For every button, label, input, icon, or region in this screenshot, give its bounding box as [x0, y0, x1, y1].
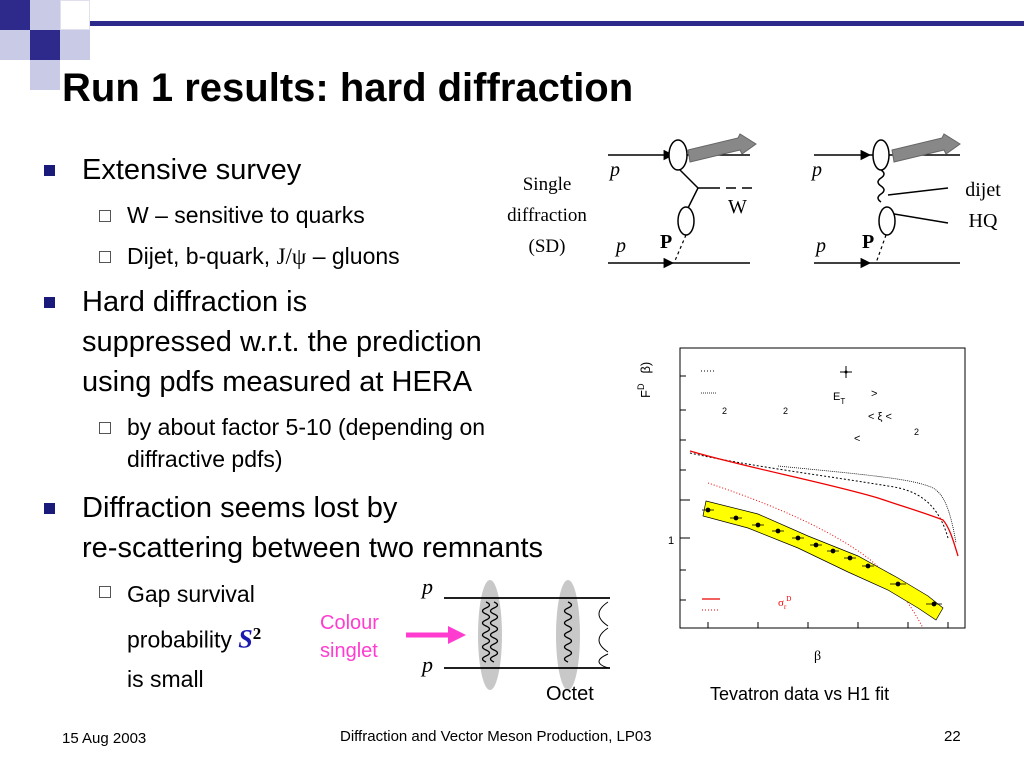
- sub-bullet-w: W – sensitive to quarks: [99, 199, 365, 231]
- svg-text:diffraction: diffraction: [507, 205, 587, 226]
- y-tick-1: 1: [668, 535, 674, 547]
- tevatron-h1-plot: 1 FDβ) 2 2 ET > < ξ < < 2 σrD β: [636, 347, 966, 664]
- w-label: W: [728, 196, 747, 218]
- y-axis-label: FDβ): [636, 362, 653, 398]
- svg-text:Single: Single: [523, 174, 572, 195]
- svg-text:FDβ): FDβ): [636, 362, 653, 398]
- single-diffraction-diagram: p p P W Single diffraction (SD): [507, 133, 757, 269]
- svg-text:2: 2: [914, 427, 919, 437]
- svg-text:p: p: [420, 652, 433, 677]
- sub-bullet-factor: by about factor 5-10 (depending on diffr…: [98, 411, 485, 475]
- svg-text:P: P: [862, 231, 874, 253]
- svg-text:p: p: [420, 574, 433, 599]
- svg-text:>: >: [871, 388, 877, 400]
- svg-text:< ξ <: < ξ <: [868, 411, 892, 423]
- sub-bullet-gap-survival: Gap survival probability S2 is small: [98, 575, 261, 699]
- pomeron-label: P: [660, 231, 672, 253]
- octet-label: Octet: [546, 683, 594, 705]
- gap-survival-diagram: p p: [406, 574, 610, 690]
- bullet-diffraction-lost: Diffraction seems lost by re-scattering …: [44, 488, 543, 568]
- svg-text:(SD): (SD): [529, 236, 566, 257]
- svg-text:2: 2: [783, 406, 788, 416]
- proton-label: p: [614, 235, 626, 257]
- svg-text:<: <: [854, 433, 860, 445]
- svg-text:p: p: [810, 159, 822, 181]
- x-axis-label: β: [814, 649, 821, 664]
- svg-text:dijet: dijet: [965, 179, 1001, 201]
- sigma-legend: σrD: [778, 595, 791, 611]
- bullet-extensive-survey: Extensive survey: [43, 150, 301, 190]
- svg-text:ET: ET: [833, 391, 845, 406]
- proton-label: p: [608, 159, 620, 181]
- slide-title: Run 1 results: hard diffraction: [62, 66, 634, 110]
- footer-date: 15 Aug 2003: [62, 730, 147, 747]
- footer-title: Diffraction and Vector Meson Production,…: [340, 728, 652, 745]
- colour-singlet-label: Colour singlet: [320, 612, 379, 662]
- plot-caption: Tevatron data vs H1 fit: [710, 684, 890, 704]
- dijet-diagram: p p P dijet HQ: [810, 133, 1001, 269]
- title-bar-line: [90, 21, 1024, 26]
- bullet-hard-diffraction: Hard diffraction is suppressed w.r.t. th…: [44, 282, 482, 402]
- sub-bullet-dijet: Dijet, b-quark, J/ψ – gluons: [99, 240, 400, 273]
- svg-text:p: p: [814, 235, 826, 257]
- svg-text:HQ: HQ: [969, 210, 998, 232]
- page-number: 22: [944, 728, 961, 745]
- svg-text:2: 2: [722, 406, 727, 416]
